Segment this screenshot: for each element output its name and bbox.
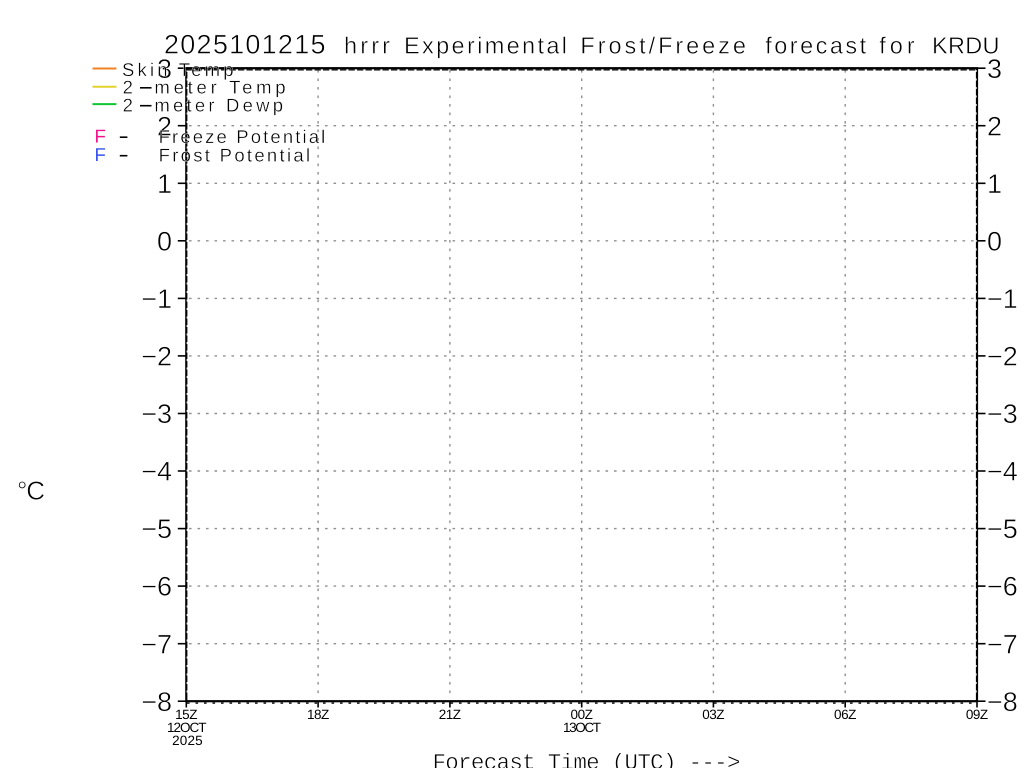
svg-text:F: F	[95, 144, 106, 165]
svg-text:3: 3	[157, 54, 172, 84]
svg-text:−8: −8	[141, 687, 172, 717]
svg-text:−1: −1	[141, 284, 172, 314]
svg-text:Skin Temp: Skin Temp	[122, 59, 234, 80]
svg-text:forecast: forecast	[765, 33, 866, 59]
svg-text:1: 1	[157, 169, 172, 199]
svg-text:for: for	[879, 33, 915, 59]
svg-text:0: 0	[157, 226, 172, 256]
svg-text:1: 1	[987, 169, 1002, 199]
svg-text:−8: −8	[987, 687, 1018, 717]
svg-text:06Z: 06Z	[834, 707, 856, 722]
svg-text:KRDU: KRDU	[932, 33, 1000, 59]
svg-text:Forecast Time (UTC) --->: Forecast Time (UTC) --->	[433, 750, 741, 768]
svg-text:−2: −2	[987, 342, 1018, 372]
svg-text:−7: −7	[141, 629, 172, 659]
svg-text:−1: −1	[987, 284, 1018, 314]
svg-text:Frost Potential: Frost Potential	[159, 144, 311, 165]
svg-text:09Z: 09Z	[966, 707, 988, 722]
svg-text:−3: −3	[141, 399, 172, 429]
svg-text:15Z: 15Z	[175, 707, 197, 722]
svg-text:−4: −4	[141, 457, 172, 487]
svg-text:Frost/Freeze: Frost/Freeze	[580, 33, 746, 59]
svg-text:−6: −6	[141, 572, 172, 602]
svg-text:Experimental: Experimental	[404, 33, 567, 59]
svg-text:−5: −5	[141, 514, 172, 544]
svg-text:−5: −5	[987, 514, 1018, 544]
svg-text:13OCT: 13OCT	[563, 720, 601, 735]
svg-text:hrrr: hrrr	[344, 33, 390, 59]
svg-text:−7: −7	[987, 629, 1018, 659]
svg-text:12OCT: 12OCT	[167, 720, 207, 735]
svg-text:2025101215: 2025101215	[164, 30, 326, 60]
svg-text:2: 2	[123, 77, 133, 98]
svg-text:21Z: 21Z	[439, 707, 461, 722]
svg-text:°C: °C	[17, 476, 45, 506]
svg-text:meter Dewp: meter Dewp	[154, 95, 283, 116]
svg-text:0: 0	[987, 226, 1002, 256]
svg-text:2: 2	[157, 111, 172, 141]
svg-text:2025: 2025	[172, 733, 203, 748]
svg-text:18Z: 18Z	[307, 707, 329, 722]
svg-text:Freeze Potential: Freeze Potential	[159, 126, 326, 147]
svg-text:3: 3	[987, 54, 1002, 84]
svg-text:−6: −6	[987, 572, 1018, 602]
svg-text:03Z: 03Z	[702, 707, 724, 722]
svg-text:−4: −4	[987, 457, 1018, 487]
svg-text:2: 2	[987, 111, 1002, 141]
svg-text:2: 2	[123, 95, 133, 116]
svg-text:F: F	[95, 126, 106, 147]
svg-text:−2: −2	[141, 342, 172, 372]
svg-text:−3: −3	[987, 399, 1018, 429]
svg-text:00Z: 00Z	[571, 707, 593, 722]
